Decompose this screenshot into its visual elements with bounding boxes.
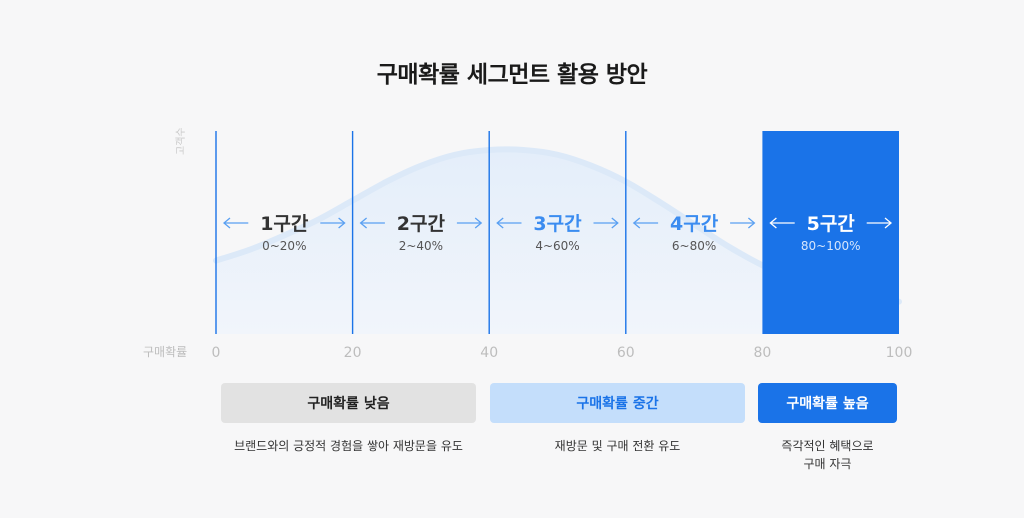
segment-high-desc-line-1: 즉각적인 혜택으로 xyxy=(781,439,874,453)
zone-arrowhead-right-3 xyxy=(611,217,619,229)
zone-arrowhead-left-1 xyxy=(222,217,231,229)
zone-arrowhead-left-2 xyxy=(359,217,368,229)
segment-mid-label: 구매확률 중간 xyxy=(576,396,659,412)
zone-label-2: 2구간 xyxy=(397,213,446,235)
segment-low-desc: 브랜드와의 긍정적 경험을 쌓아 재방문을 유도 xyxy=(234,439,463,453)
zone-arrowhead-right-1 xyxy=(338,217,346,229)
segment-high-box: 구매확률 높음 xyxy=(758,383,897,423)
zone-range-3: 4~60% xyxy=(535,239,579,253)
zone-arrowhead-right-4 xyxy=(747,217,756,229)
zone-range-2: 2~40% xyxy=(399,239,443,253)
zone-label-1: 1구간 xyxy=(260,213,309,235)
x-tick-20: 20 xyxy=(344,345,362,361)
zone-label-3: 3구간 xyxy=(533,213,582,235)
zone-arrowhead-right-5 xyxy=(884,217,893,229)
zone-range-1: 0~20% xyxy=(262,239,306,253)
zone-highlight-5 xyxy=(762,131,899,334)
x-tick-100: 100 xyxy=(886,345,913,361)
segment-low-box: 구매확률 낮음 xyxy=(221,383,476,423)
distribution-area xyxy=(216,149,899,334)
zone-arrowhead-left-3 xyxy=(496,217,504,229)
segment-mid-desc: 재방문 및 구매 전환 유도 xyxy=(554,439,681,453)
segment-high-desc: 즉각적인 혜택으로 구매 자극 xyxy=(758,437,897,473)
zone-arrowhead-left-5 xyxy=(769,217,777,229)
zone-range-4: 6~80% xyxy=(672,239,716,253)
zone-range-5: 80~100% xyxy=(801,239,861,253)
zone-arrowhead-right-2 xyxy=(474,217,483,229)
x-tick-80: 80 xyxy=(753,345,771,361)
segment-high-label: 구매확률 높음 xyxy=(786,396,869,412)
segment-mid-box: 구매확률 중간 xyxy=(490,383,745,423)
zone-arrowhead-left-4 xyxy=(632,217,641,229)
zone-label-4: 4구간 xyxy=(670,213,719,235)
x-tick-40: 40 xyxy=(480,345,498,361)
segment-high-desc-line-2: 구매 자극 xyxy=(803,457,852,471)
page-title: 구매확률 세그먼트 활용 방안 xyxy=(376,62,648,88)
segment-low-label: 구매확률 낮음 xyxy=(307,396,390,412)
zone-label-5: 5구간 xyxy=(807,213,856,235)
x-tick-60: 60 xyxy=(617,345,635,361)
x-axis-label: 구매확률 xyxy=(143,345,188,359)
x-tick-0: 0 xyxy=(212,345,221,361)
